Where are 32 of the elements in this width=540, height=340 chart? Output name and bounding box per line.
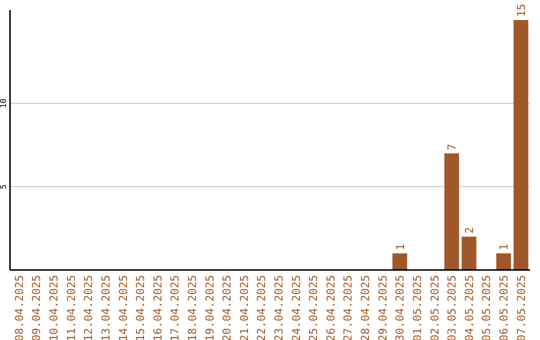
data-label: 15 bbox=[514, 4, 528, 17]
x-tick-label: 23.04.2025 bbox=[272, 275, 286, 340]
x-tick-label: 19.04.2025 bbox=[203, 275, 216, 340]
x-tick-label: 17.04.2025 bbox=[168, 275, 182, 340]
x-tick-label: 28.04.2025 bbox=[359, 275, 372, 340]
bar bbox=[496, 253, 511, 270]
data-label: 1 bbox=[498, 244, 511, 250]
x-tick-label: 11.04.2025 bbox=[64, 275, 78, 340]
x-tick-label: 29.04.2025 bbox=[376, 275, 390, 340]
x-tick-label: 25.04.2025 bbox=[307, 275, 320, 340]
data-label: 7 bbox=[446, 144, 459, 150]
bar bbox=[392, 253, 408, 270]
data-label: 1 bbox=[394, 244, 407, 250]
x-tick-label: 22.04.2025 bbox=[255, 275, 268, 340]
x-tick-label: 13.04.2025 bbox=[99, 275, 112, 340]
x-tick-label: 15.04.2025 bbox=[134, 275, 148, 340]
x-tick-label: 26.04.2025 bbox=[324, 275, 338, 340]
x-tick-label: 24.04.2025 bbox=[290, 275, 303, 340]
data-label: 2 bbox=[463, 227, 476, 234]
x-tick-label: 10.04.2025 bbox=[48, 275, 61, 340]
x-tick-label: 21.04.2025 bbox=[238, 275, 251, 340]
x-tick-label: 16.04.2025 bbox=[151, 275, 164, 340]
x-tick-label: 20.04.2025 bbox=[220, 275, 234, 340]
x-tick-label: 12.04.2025 bbox=[82, 275, 96, 340]
y-tick-label: 5 bbox=[0, 184, 8, 190]
x-tick-label: 14.04.2025 bbox=[116, 275, 130, 340]
x-tick-label: 18.04.2025 bbox=[186, 275, 199, 340]
bar bbox=[444, 153, 460, 270]
y-tick-label: 10 bbox=[0, 98, 8, 108]
x-tick-label: 27.04.2025 bbox=[342, 275, 355, 340]
bar bbox=[462, 236, 476, 270]
bar bbox=[514, 20, 528, 270]
